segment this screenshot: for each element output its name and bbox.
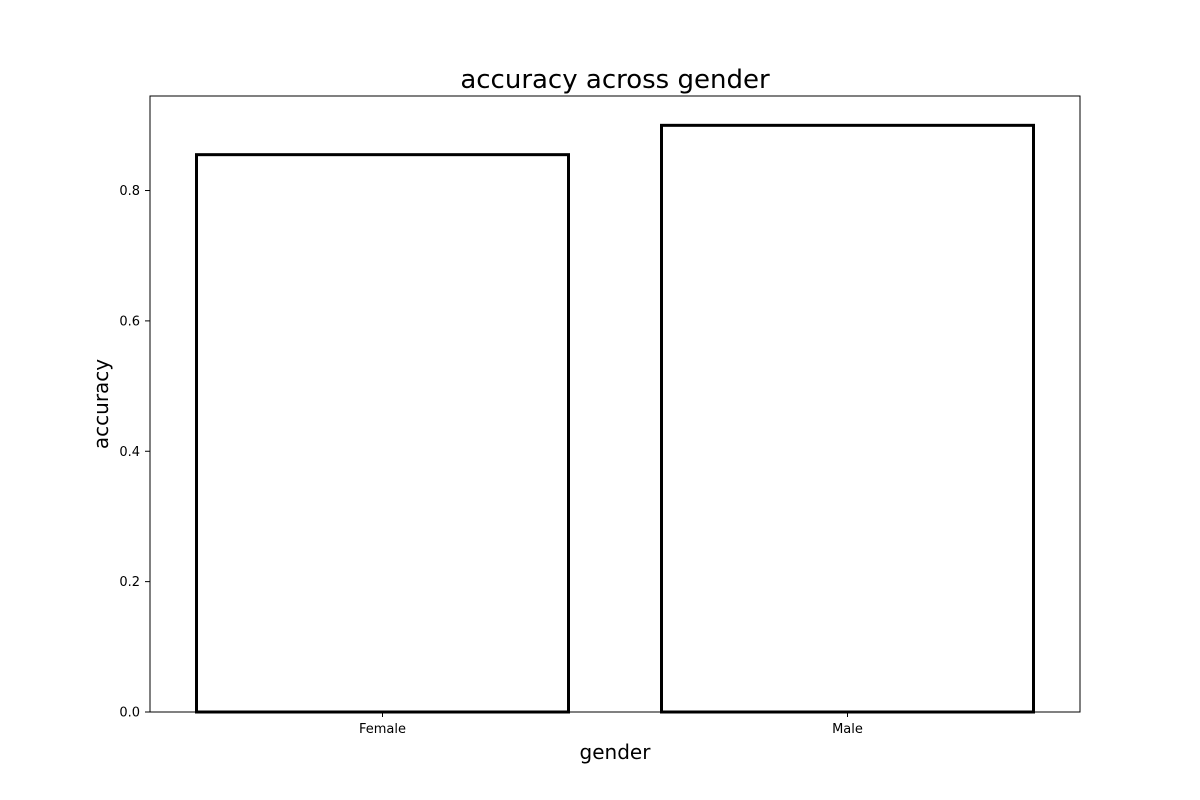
x-tick-label: Female <box>359 722 406 737</box>
bar-female <box>195 153 570 714</box>
y-axis-ticks: 0.0 0.2 0.4 0.6 0.8 <box>119 184 150 721</box>
y-tick-label: 0.0 <box>119 706 140 721</box>
x-axis-label: gender <box>580 740 652 764</box>
bar-male <box>660 123 1035 714</box>
y-tick-label: 0.2 <box>119 575 140 590</box>
y-tick-label: 0.8 <box>119 184 140 199</box>
bars-group <box>195 123 1035 714</box>
x-tick-label: Male <box>832 722 863 737</box>
x-axis-ticks: Female Male <box>359 712 863 737</box>
plot-area-frame <box>149 95 1081 713</box>
y-tick-label: 0.6 <box>119 314 140 329</box>
chart-title: accuracy across gender <box>460 65 770 95</box>
y-tick-label: 0.4 <box>119 445 140 460</box>
y-axis-label: accuracy <box>89 359 113 449</box>
